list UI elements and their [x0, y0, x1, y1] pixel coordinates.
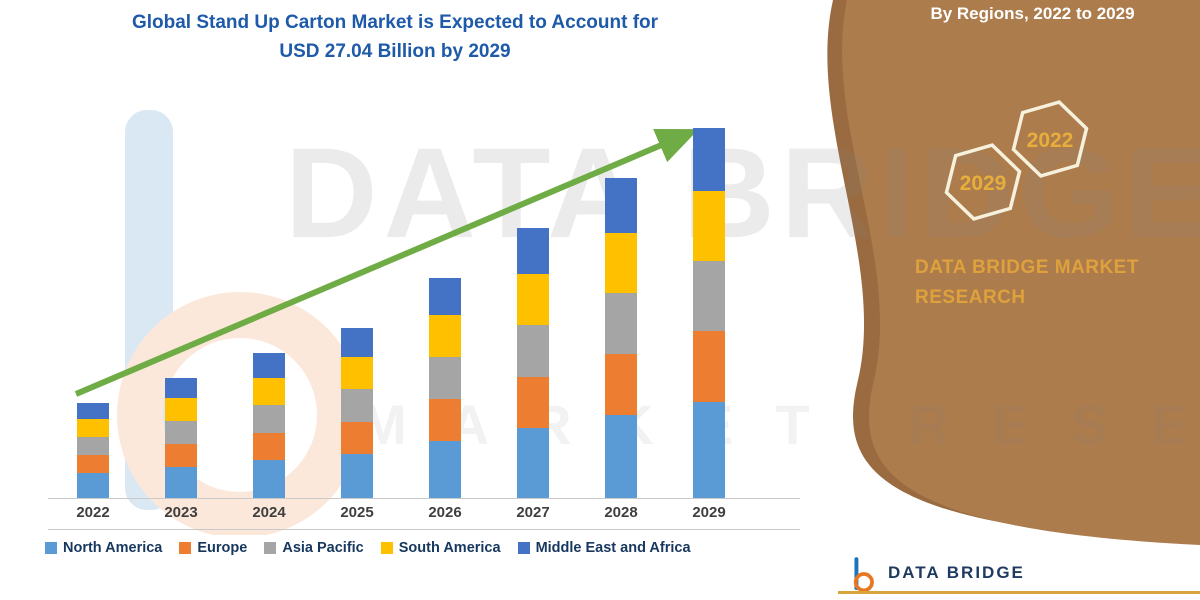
hexagon-2022-icon: 2022 [1011, 100, 1089, 178]
bar-segment [517, 376, 549, 428]
bar-segment [253, 460, 285, 498]
chart-title-line2: USD 27.04 Billion by 2029 [279, 41, 511, 63]
bar-segment [429, 398, 461, 441]
legend-item: Europe [179, 540, 247, 556]
x-axis-label: 2022 [76, 504, 110, 521]
bar-segment [165, 377, 197, 399]
x-axis-label: 2026 [428, 504, 462, 521]
legend-swatch-icon [179, 542, 192, 554]
watermark-text-secondary: MARKET RESEARCH [360, 393, 1200, 456]
bar-segment [341, 356, 373, 390]
x-axis-label: 2024 [252, 504, 286, 521]
x-axis-label: 2027 [516, 504, 550, 521]
legend-label: North America [63, 540, 163, 556]
legend-label: South America [398, 540, 501, 556]
bar-segment [605, 232, 637, 294]
hex-year-2022: 2022 [1027, 129, 1074, 152]
panel-main-shape [842, 0, 1200, 545]
chart-title: Global Stand Up Carton Market is Expecte… [0, 8, 790, 67]
legend-label: Asia Pacific [282, 540, 364, 556]
bar-segment [165, 421, 197, 444]
hex-year-2029: 2029 [960, 172, 1007, 195]
bar-segment [341, 453, 373, 498]
bar-segment [429, 357, 461, 399]
bar-segment [605, 293, 637, 355]
x-axis-label: 2025 [340, 504, 374, 521]
bar-segment [605, 178, 637, 233]
bar-segment [517, 427, 549, 498]
bar-segment [605, 414, 637, 498]
bar-segment [605, 354, 637, 415]
bar-segment [693, 128, 725, 191]
bar-segment [429, 277, 461, 316]
bar-segment [77, 437, 109, 456]
chart-title-line1: Global Stand Up Carton Market is Expecte… [131, 12, 659, 33]
bar-segment [517, 228, 549, 274]
bar-segment [77, 473, 109, 498]
bar-segment [253, 405, 285, 433]
chart-legend: North America Europe Asia Pacific South Ame… [45, 540, 805, 556]
footer-brand-text: DATA BRIDGE [888, 563, 1025, 582]
bar-segment [165, 443, 197, 467]
bar-segment [693, 331, 725, 402]
bar-segment [517, 325, 549, 377]
legend-swatch-icon [45, 542, 57, 554]
x-axis-line [48, 498, 800, 499]
panel-brand-text: DATA BRIDGE MARKET RESEARCH [915, 253, 1180, 314]
bar-segment [77, 455, 109, 474]
legend-label: Middle East and Africa [535, 540, 691, 556]
legend-swatch-icon [380, 542, 393, 554]
panel-brand-line1: DATA BRIDGE MARKET [915, 257, 1139, 278]
panel-heading: By Regions, 2022 to 2029 [930, 4, 1135, 23]
bar-segment [517, 273, 549, 326]
x-axis-label: 2029 [692, 504, 726, 521]
bar-segment [165, 466, 197, 498]
x-axis-label: 2028 [604, 504, 638, 521]
trend-arrow-icon [74, 129, 699, 397]
bar-segment [693, 190, 725, 262]
bar-segment [429, 440, 461, 498]
bar-segment [341, 421, 373, 454]
legend-label: Europe [197, 540, 248, 556]
bar-segment [341, 389, 373, 422]
legend-swatch-icon [517, 542, 530, 554]
x-axis-label: 2023 [164, 504, 198, 521]
legend-swatch-icon [264, 542, 277, 554]
bar-segment [341, 328, 373, 357]
hex-badges: 2022 2029 [944, 100, 1089, 221]
bar-segment [253, 432, 285, 461]
footer-gold-rule [838, 591, 1200, 594]
legend-item: Middle East and Africa [517, 540, 691, 556]
legend-item: North America [45, 540, 162, 556]
bar-chart: 2022 2023 2024 2025 2026 2027 2028 2029 [40, 105, 800, 535]
panel-brand-line2: RESEARCH [915, 287, 1026, 309]
bar-segment [253, 377, 285, 406]
bar-segment [77, 419, 109, 438]
bar-segment [253, 353, 285, 378]
bar-segment [77, 403, 109, 420]
bar-segment [165, 398, 197, 422]
footer-logo-icon [853, 557, 874, 592]
legend-item: South America [380, 540, 501, 556]
legend-item: Asia Pacific [264, 540, 364, 556]
hexagon-2029-icon: 2029 [944, 143, 1022, 221]
x-axis-bottom-border [48, 529, 800, 530]
bar-segment [693, 401, 725, 498]
bar-segment [693, 261, 725, 332]
bar-segment [429, 315, 461, 358]
